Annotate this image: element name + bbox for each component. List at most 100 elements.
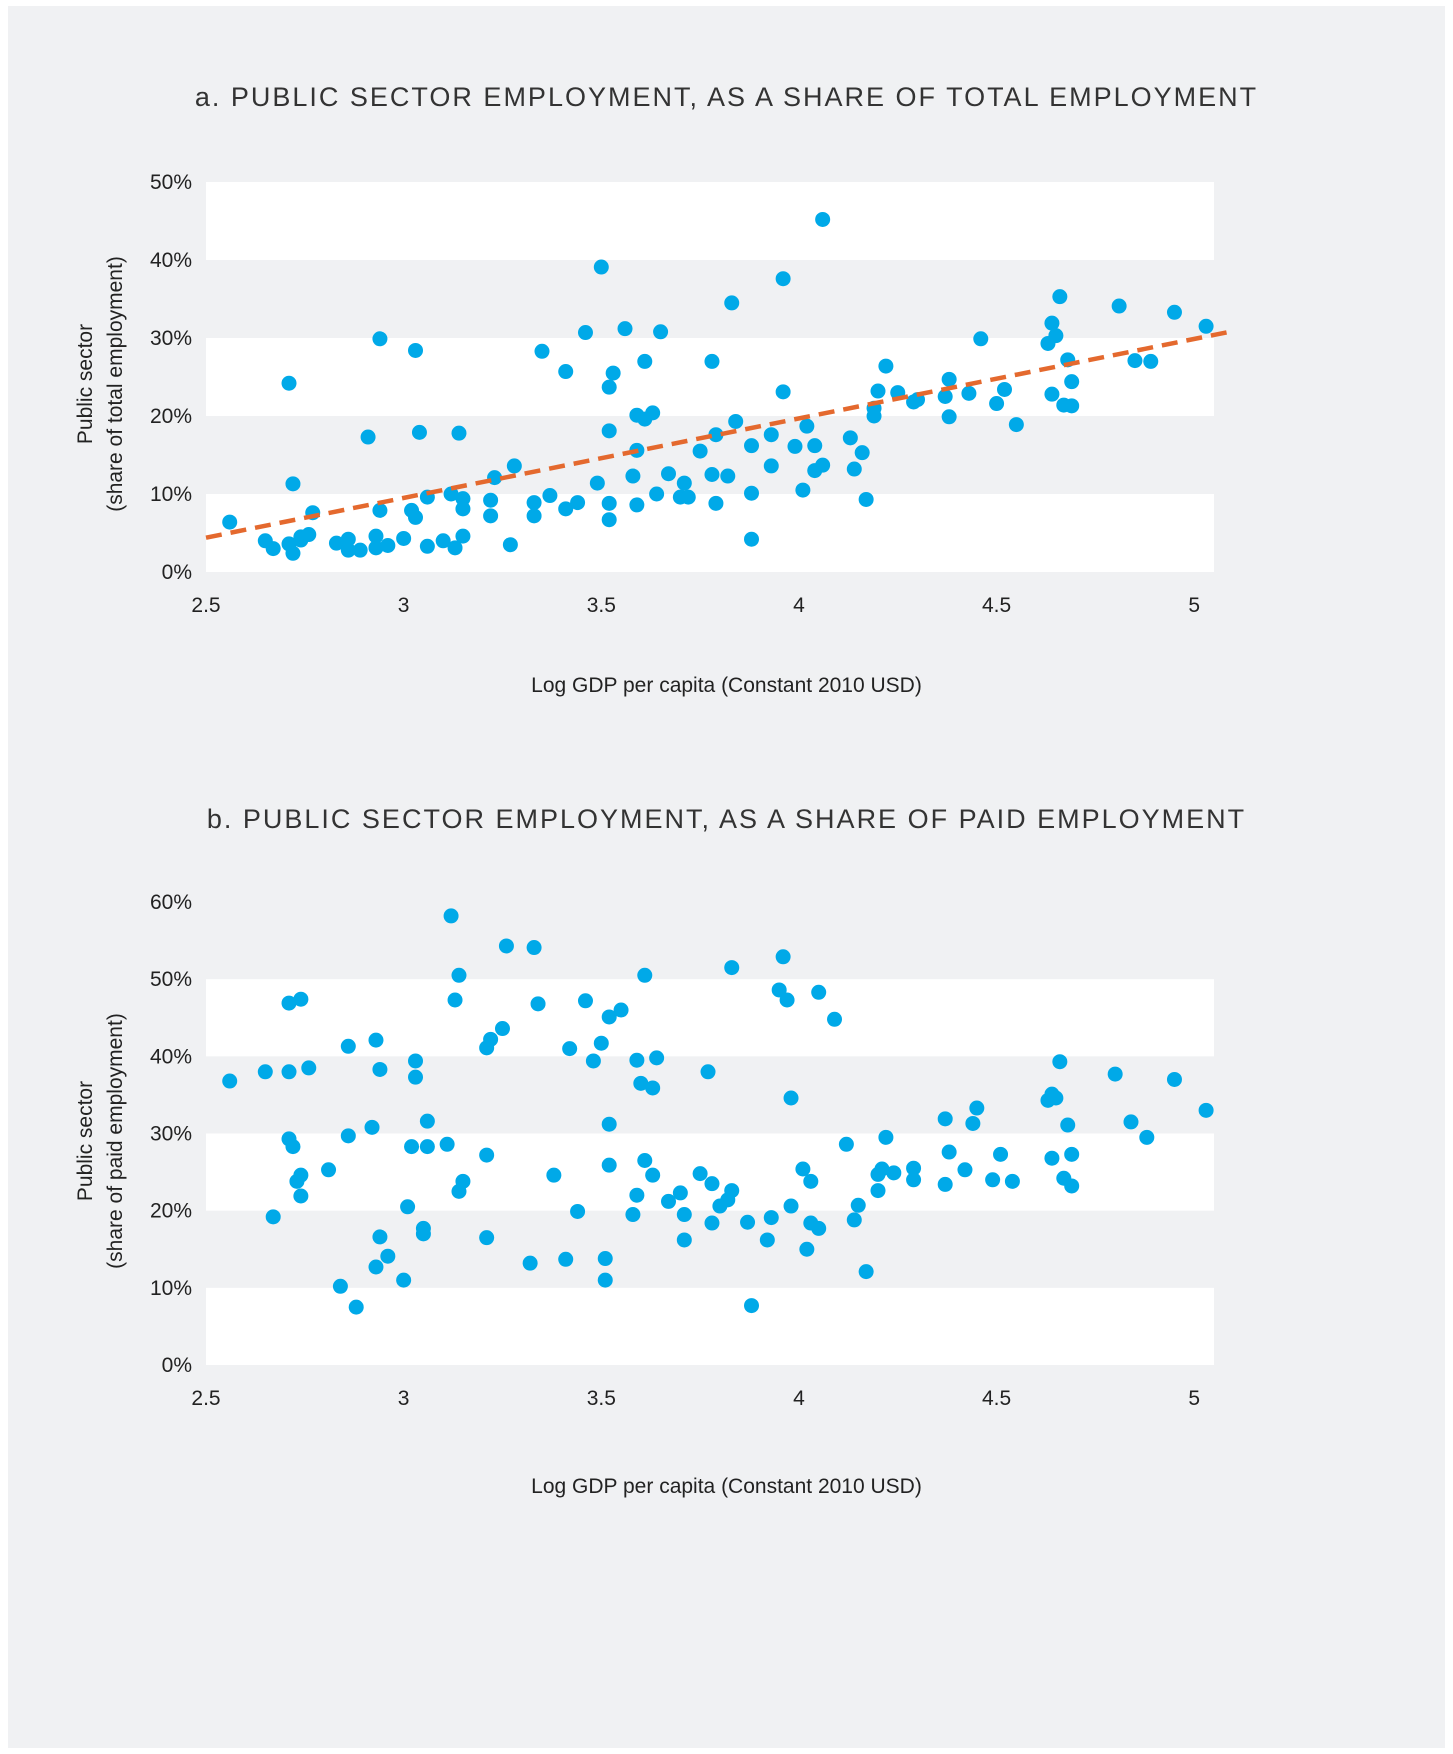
- chart-a-x-tick-label: 5: [1188, 594, 1200, 617]
- chart-a-data-point: [542, 488, 558, 504]
- chart-b-data-point: [372, 1061, 388, 1077]
- chart-b-data-point: [704, 1215, 720, 1231]
- chart-b-data-point: [483, 1031, 499, 1047]
- chart-a-data-point: [744, 531, 760, 547]
- chart-b-y-axis-label: Public sector (share of paid employment): [74, 1013, 127, 1269]
- chart-a-x-tick-label: 2.5: [191, 594, 220, 617]
- chart-b-data-point: [1048, 1090, 1064, 1106]
- chart-a-data-point: [570, 495, 586, 511]
- chart-b-data-point: [577, 993, 593, 1009]
- chart-b-data-point: [447, 992, 463, 1008]
- chart-b-data-point: [985, 1172, 1001, 1188]
- chart-a-data-point: [787, 438, 803, 454]
- chart-a-data-point: [676, 475, 692, 491]
- chart-b-data-point: [858, 1264, 874, 1280]
- chart-a-data-point: [408, 342, 424, 358]
- chart-a-data-point: [989, 396, 1005, 412]
- chart-b-data-point: [408, 1069, 424, 1085]
- chart-b-data-point: [850, 1197, 866, 1213]
- chart-b-grid-band: [206, 1133, 1214, 1211]
- chart-b-data-point: [368, 1259, 384, 1275]
- chart-b-data-point: [811, 984, 827, 1000]
- chart-b-data-point: [629, 1052, 645, 1068]
- chart-b-data-point: [645, 1080, 661, 1096]
- chart-a-data-point: [328, 535, 344, 551]
- chart-b-data-point: [526, 940, 542, 956]
- chart-a-data-point: [281, 375, 297, 391]
- chart-b-data-point: [1139, 1129, 1155, 1145]
- chart-b-data-point: [1052, 1054, 1068, 1070]
- chart-b-data-point: [601, 1009, 617, 1025]
- chart-b-data-point: [593, 1035, 609, 1051]
- chart-b-data-point: [676, 1232, 692, 1248]
- chart-a-data-point: [455, 501, 471, 517]
- chart-a-data-point: [502, 537, 518, 553]
- chart-a-x-tick-label: 3: [398, 594, 410, 617]
- chart-a-data-point: [1111, 298, 1127, 314]
- chart-b-data-point: [660, 1193, 676, 1209]
- chart-a-y-tick-label: 30%: [150, 327, 192, 350]
- chart-a-data-point: [878, 358, 894, 374]
- chart-b-data-point: [222, 1073, 238, 1089]
- chart-b-data-point: [771, 982, 787, 998]
- chart-b-x-tick-label: 5: [1188, 1387, 1200, 1410]
- chart-b-data-point: [408, 1053, 424, 1069]
- chart-b-data-point: [293, 1167, 309, 1183]
- chart-a-data-point: [645, 405, 661, 421]
- chart-b-data-point: [649, 1050, 665, 1066]
- chart-a-data-point: [589, 475, 605, 491]
- chart-a-data-point: [795, 482, 811, 498]
- chart-b-data-point: [740, 1214, 756, 1230]
- chart-b-y-tick-label: 20%: [150, 1200, 192, 1223]
- chart-a-data-point: [1064, 398, 1080, 414]
- chart-a-y-axis-label: Public sector (share of total employment): [74, 256, 127, 512]
- chart-a-data-point: [601, 423, 617, 439]
- chart-b-data-point: [293, 1188, 309, 1204]
- chart-a-data-point: [854, 445, 870, 461]
- chart-a-data-point: [372, 331, 388, 347]
- chart-b-data-point: [494, 1021, 510, 1037]
- chart-b-data-point: [993, 1146, 1009, 1162]
- chart-a-data-point: [775, 271, 791, 287]
- chart-a-data-point: [340, 542, 356, 558]
- chart-a-data-point: [1048, 328, 1064, 344]
- chart-b-data-point: [906, 1160, 922, 1176]
- chart-b-data-point: [396, 1272, 412, 1288]
- chart-a-data-point: [763, 427, 779, 443]
- chart-b-data-point: [783, 1090, 799, 1106]
- chart-a-y-tick-label: 0%: [162, 561, 192, 584]
- figure-canvas: a. PUBLIC SECTOR EMPLOYMENT, AS A SHARE …: [8, 6, 1445, 1748]
- chart-b-data-point: [281, 1064, 297, 1080]
- chart-a-data-point: [846, 461, 862, 477]
- chart-b-data-point: [348, 1299, 364, 1315]
- chart-b-data-point: [645, 1167, 661, 1183]
- chart-a-data-point: [937, 389, 953, 404]
- chart-b-data-point: [340, 1038, 356, 1054]
- chart-b-data-point: [372, 1229, 388, 1245]
- chart-a-data-point: [352, 542, 368, 558]
- chart-a-data-point: [380, 537, 396, 553]
- chart-b-data-point: [479, 1230, 495, 1246]
- chart-b-data-point: [558, 1251, 574, 1267]
- chart-b-data-point: [633, 1075, 649, 1091]
- chart-a-data-point: [649, 486, 665, 502]
- chart-a-data-point: [601, 512, 617, 528]
- chart-b-data-point: [676, 1207, 692, 1223]
- chart-a-data-point: [443, 486, 459, 502]
- chart-b-grid-band: [206, 1287, 1214, 1365]
- chart-b-data-point: [795, 1161, 811, 1177]
- chart-b-data-point: [601, 1116, 617, 1132]
- chart-a-data-point: [451, 425, 467, 441]
- chart-b-data-point: [368, 1032, 384, 1048]
- chart-b-y-tick-label: 40%: [150, 1045, 192, 1068]
- chart-b-data-point: [724, 1183, 740, 1199]
- chart-b-data-point: [965, 1115, 981, 1131]
- chart-a-data-point: [724, 295, 740, 311]
- chart-b-data-point: [803, 1173, 819, 1189]
- chart-a-data-point: [720, 468, 736, 484]
- chart-a-data-point: [763, 458, 779, 474]
- chart-a-x-tick-label: 4.5: [982, 594, 1011, 617]
- chart-b-data-point: [439, 1136, 455, 1152]
- chart-b-data-point: [625, 1207, 641, 1223]
- chart-a-data-point: [396, 530, 412, 546]
